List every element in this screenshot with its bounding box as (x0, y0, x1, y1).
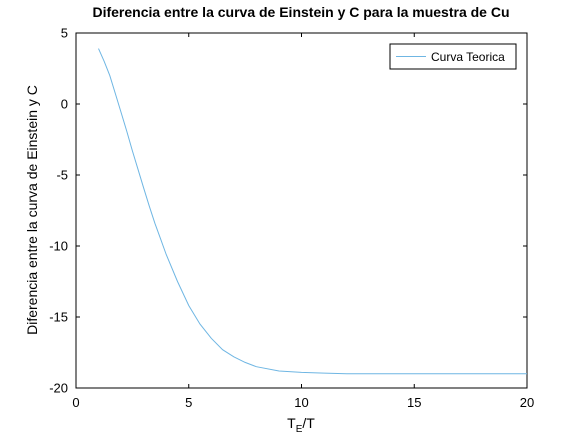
y-tick-label: 0 (61, 97, 68, 112)
x-axis-label: TE/T (287, 415, 315, 435)
x-tick-label: 10 (294, 395, 308, 410)
legend-box (389, 43, 517, 70)
plot-area (75, 32, 528, 389)
x-tick-label: 5 (185, 395, 192, 410)
y-axis: -20 -15 -10 -5 0 5 (49, 26, 527, 396)
legend-entry-curva-teorica: Curva Teorica (431, 50, 505, 64)
y-tick-label: 5 (61, 26, 68, 41)
x-tick-label: 20 (520, 395, 534, 410)
chart-title: Diferencia entre la curva de Einstein y … (92, 4, 509, 20)
y-tick-label: -5 (56, 168, 68, 183)
x-axis-label-main: T (287, 415, 296, 431)
series-line-curva-teorica (98, 48, 527, 375)
y-axis-label: Diferencia entre la curva de Einstein y … (24, 85, 40, 335)
legend: Curva Teorica (389, 43, 517, 70)
y-tick-label: -20 (49, 381, 68, 396)
x-axis-label-tail: /T (302, 415, 315, 431)
x-tick-label: 0 (72, 395, 79, 410)
y-tick-label: -15 (49, 310, 68, 325)
x-axis: 0 5 10 15 20 (72, 33, 534, 410)
x-axis-label-sub: E (296, 424, 303, 435)
x-tick-label: 15 (407, 395, 421, 410)
y-tick-label: -10 (49, 239, 68, 254)
